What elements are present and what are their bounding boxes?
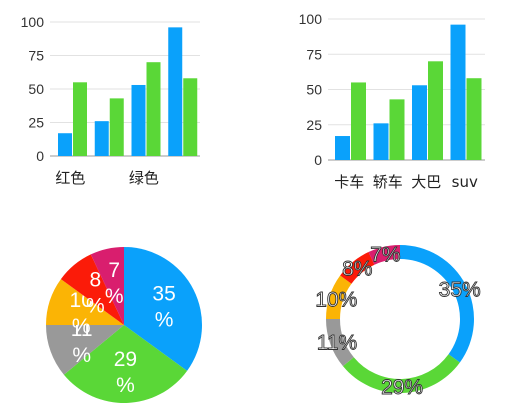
pie-slice	[60, 254, 124, 325]
bar	[109, 98, 124, 156]
x-tick-label: 卡车	[334, 173, 364, 191]
pie-slice	[46, 279, 124, 325]
y-tick-label: 25	[28, 115, 44, 131]
pie-slice	[63, 325, 188, 404]
y-tick-label: 50	[306, 82, 322, 98]
bar	[450, 24, 466, 160]
slice-label: 35%	[439, 279, 481, 302]
x-tick-label: 大巴	[411, 173, 441, 191]
pie-slice	[400, 245, 474, 363]
y-tick-label: 100	[299, 11, 323, 27]
bar	[373, 123, 389, 160]
pie-slice	[326, 319, 354, 367]
bar	[351, 82, 366, 160]
slice-label: 8%	[86, 268, 105, 317]
pie-slice	[368, 245, 400, 265]
bar	[146, 62, 161, 157]
slice-label: 11%	[317, 332, 357, 355]
bar	[131, 84, 146, 156]
slice-label: 7%	[105, 259, 124, 308]
y-tick-label: 75	[306, 46, 322, 62]
bar	[94, 121, 109, 156]
bar	[389, 99, 405, 160]
pie-slice	[340, 252, 375, 284]
bar	[58, 133, 72, 156]
slice-label: 8%	[342, 257, 372, 280]
y-tick-label: 0	[314, 152, 322, 168]
x-tick-label: suv	[452, 173, 478, 191]
slice-label: 7%	[370, 244, 400, 267]
pie-slice	[342, 354, 460, 393]
y-tick-label: 100	[21, 14, 45, 30]
x-tick-label: 红色	[55, 169, 85, 187]
pie-slice	[124, 247, 203, 371]
donut-chart: 35% 29% 11% 10% 8%7%	[315, 243, 481, 399]
x-tick-label: 轿车	[373, 173, 403, 191]
bar	[73, 82, 87, 156]
pie-slice	[90, 247, 124, 325]
bar	[466, 78, 482, 160]
pie-slice	[326, 275, 352, 319]
slice-label: 35%	[152, 283, 175, 332]
bar	[412, 85, 427, 160]
bar	[335, 136, 350, 160]
x-tick-label: 绿色	[129, 169, 159, 187]
bar-chart-vehicles: 0 25 50 75 100 卡车 轿车 大巴 suv	[299, 11, 485, 191]
y-tick-label: 0	[36, 148, 44, 164]
slice-label: 29%	[381, 376, 423, 399]
bar	[168, 27, 183, 156]
slice-label: 10%	[315, 288, 357, 311]
bar-chart-colors: 0 25 50 75 100 红色 绿色	[21, 14, 200, 187]
bar	[183, 78, 198, 156]
y-tick-label: 50	[28, 81, 44, 97]
y-tick-label: 25	[306, 117, 322, 133]
slice-label: 29%	[114, 348, 137, 397]
pie-chart: 35 %29 %11 %10 %8 %7%	[46, 247, 203, 404]
pie-slice	[46, 325, 124, 375]
bar	[428, 61, 443, 160]
y-tick-label: 75	[28, 48, 44, 64]
